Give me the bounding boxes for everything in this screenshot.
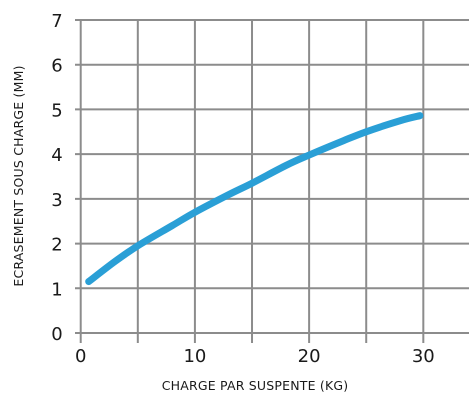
x-tick-label: 30 <box>412 346 435 367</box>
y-tick-labels: 0 1 2 3 4 5 6 7 <box>51 11 62 345</box>
y-axis-title: ECRASEMENT SOUS CHARGE (MM) <box>11 65 26 286</box>
series-line <box>85 112 424 286</box>
y-tick-label: 7 <box>51 11 62 32</box>
x-tick-label: 0 <box>75 346 86 367</box>
x-axis-title: CHARGE PAR SUSPENTE (KG) <box>162 378 349 393</box>
y-tick-label: 5 <box>51 100 62 121</box>
y-tick-label: 2 <box>51 235 62 256</box>
y-tick-label: 3 <box>51 190 62 211</box>
x-tick-label: 20 <box>298 346 321 367</box>
y-tick-label: 4 <box>51 145 62 166</box>
y-tick-label: 0 <box>51 324 62 345</box>
x-tick-label: 10 <box>183 346 206 367</box>
x-tick-labels: 0 10 20 30 <box>75 346 435 367</box>
grid <box>75 19 469 343</box>
y-tick-label: 1 <box>51 279 62 300</box>
y-tick-label: 6 <box>51 56 62 77</box>
